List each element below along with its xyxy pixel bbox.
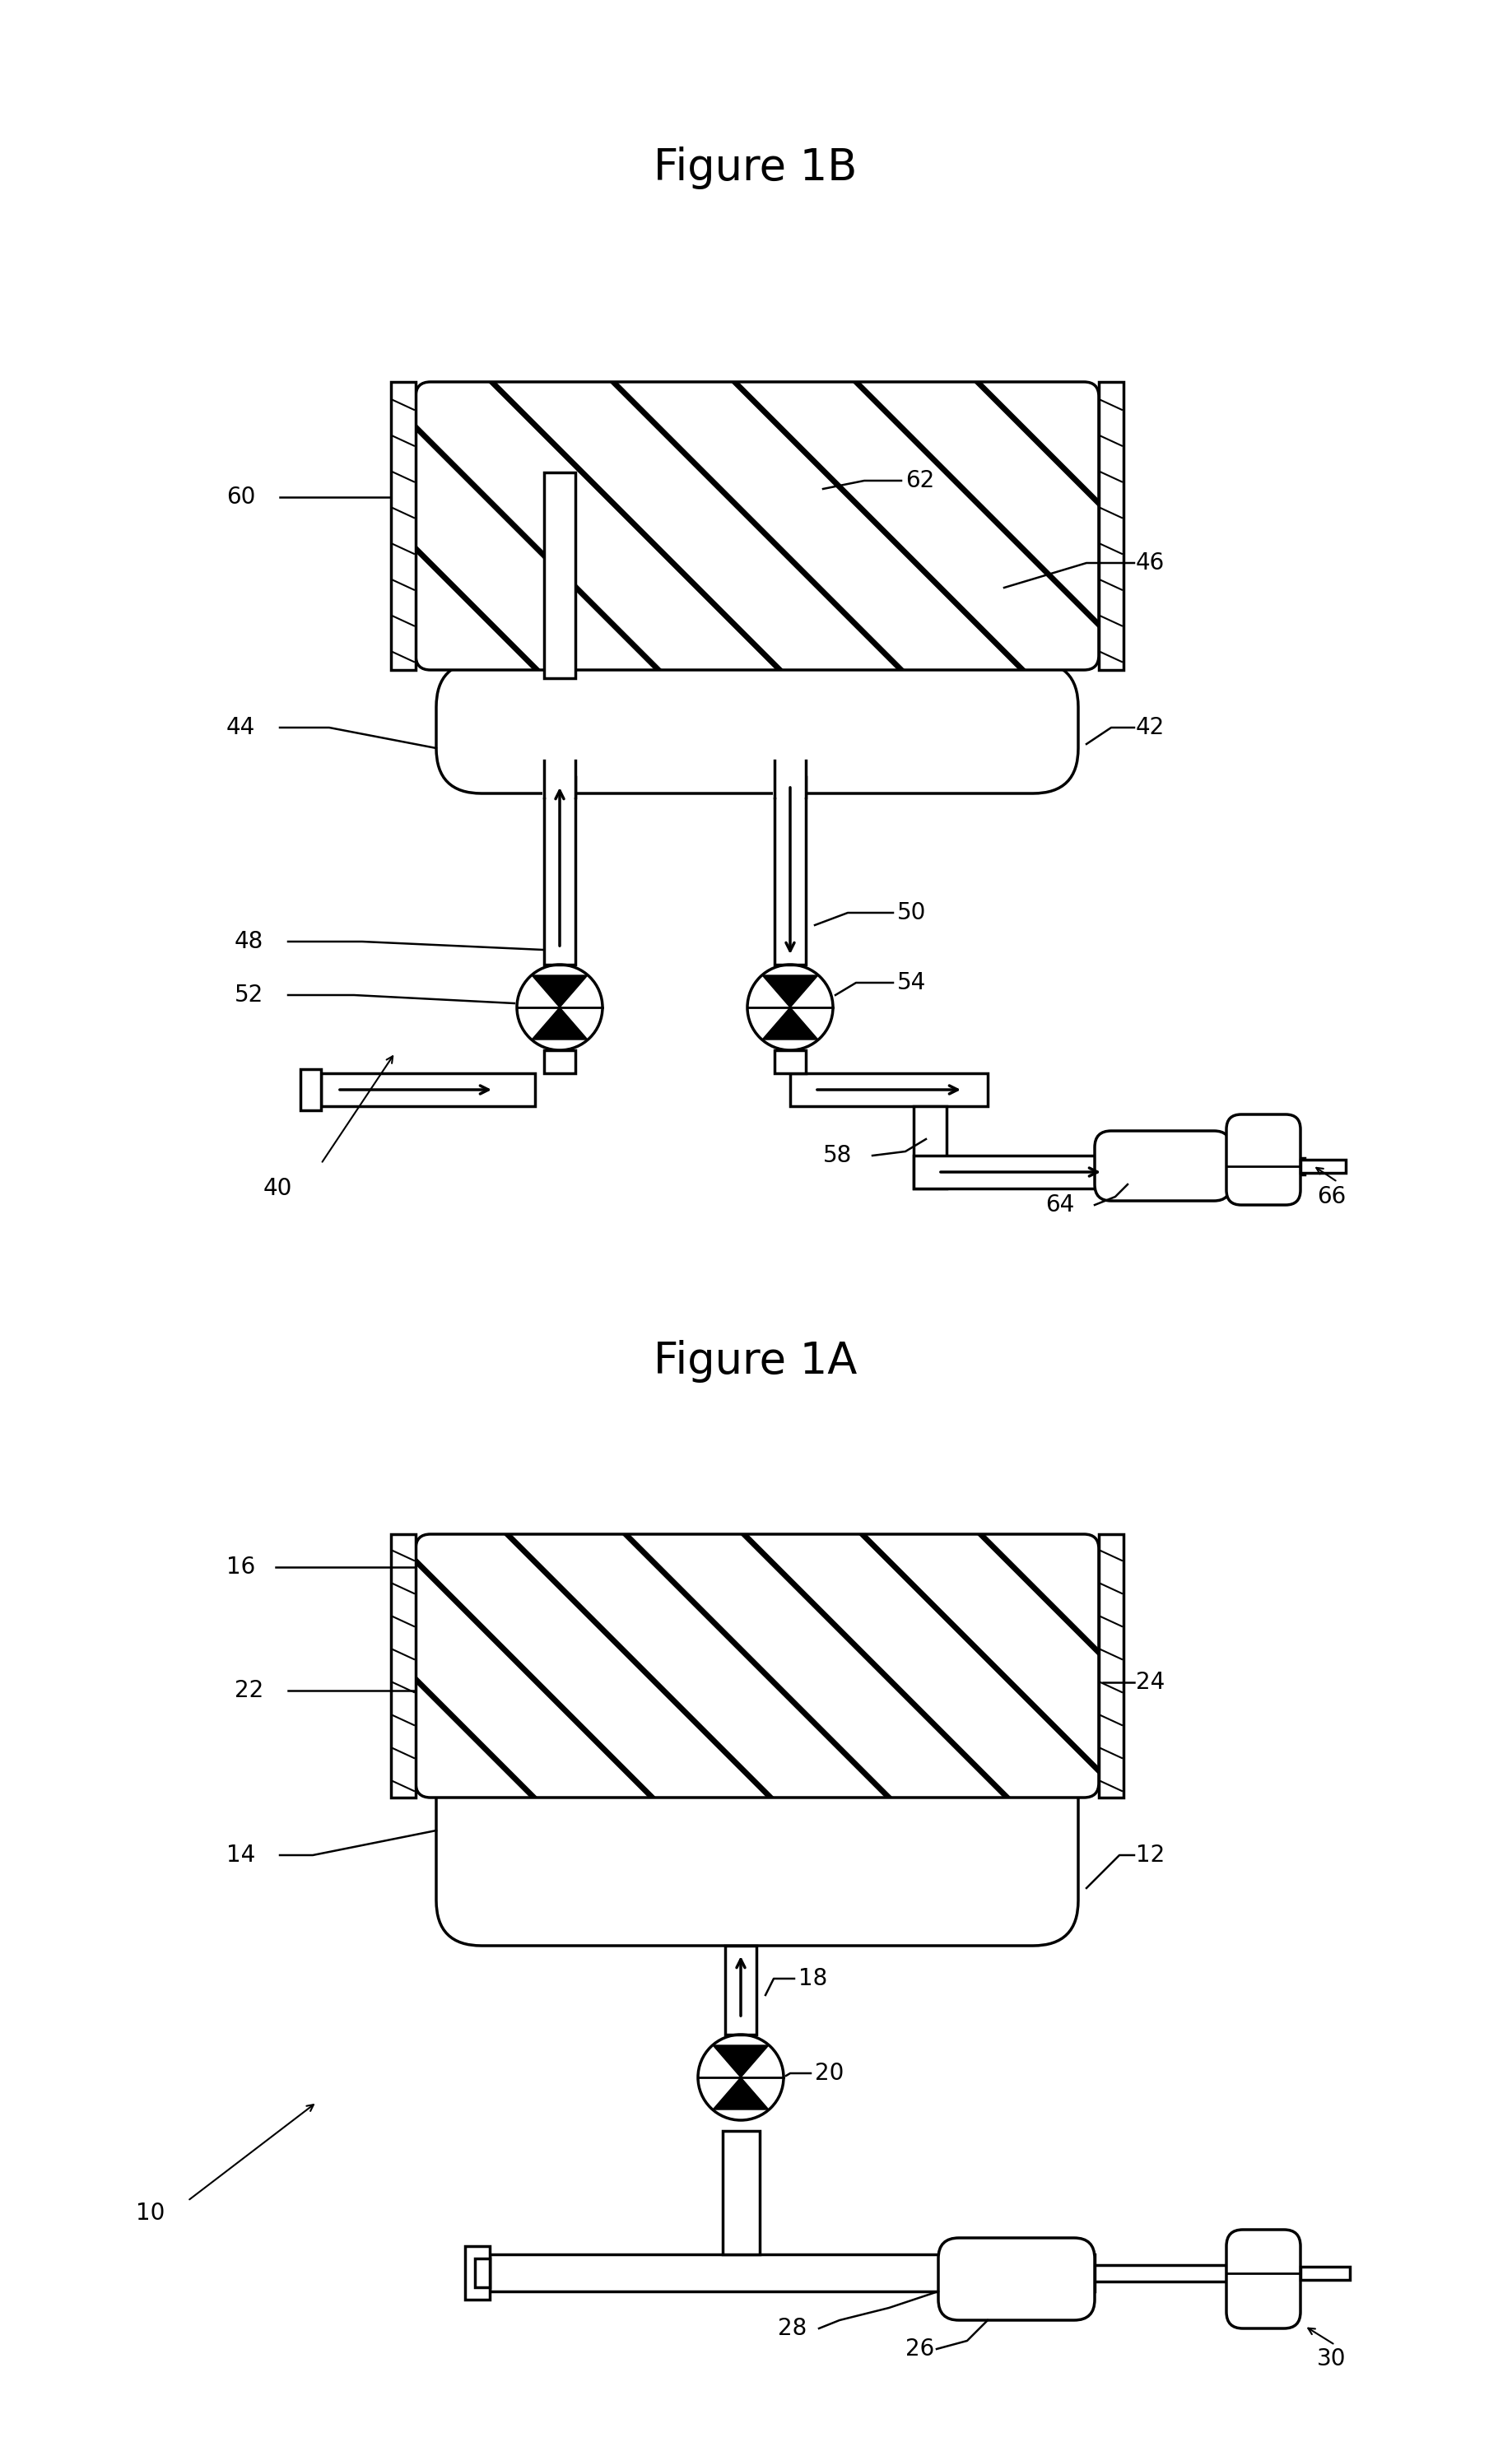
FancyBboxPatch shape: [1226, 1115, 1300, 1206]
FancyBboxPatch shape: [416, 381, 1099, 670]
Bar: [475, 2260, 490, 2287]
FancyBboxPatch shape: [437, 1550, 1078, 1945]
Bar: [913, 1105, 947, 1189]
Bar: [913, 1157, 1136, 1189]
Bar: [791, 1073, 987, 1105]
Polygon shape: [714, 2046, 768, 2078]
Bar: [544, 1051, 576, 1073]
Bar: [321, 1073, 535, 1105]
Bar: [544, 472, 576, 678]
Text: 40: 40: [263, 1176, 292, 1201]
Polygon shape: [714, 2078, 768, 2110]
Bar: [392, 1535, 416, 1798]
Text: 42: 42: [1136, 717, 1164, 739]
Text: 10: 10: [136, 2201, 165, 2225]
Bar: [1300, 1159, 1346, 1174]
Text: Figure 1A: Figure 1A: [653, 1341, 857, 1383]
Bar: [1231, 1159, 1305, 1174]
Polygon shape: [762, 1007, 818, 1039]
Text: 14: 14: [227, 1844, 256, 1867]
Text: 28: 28: [777, 2316, 807, 2341]
Bar: [1099, 381, 1123, 670]
Text: 12: 12: [1136, 1844, 1164, 1867]
Text: 26: 26: [906, 2338, 934, 2360]
Polygon shape: [762, 975, 818, 1007]
Text: 44: 44: [227, 717, 256, 739]
Text: 60: 60: [227, 486, 256, 508]
Text: 52: 52: [234, 982, 263, 1007]
Text: Figure 1B: Figure 1B: [653, 147, 857, 189]
FancyBboxPatch shape: [939, 2237, 1095, 2321]
Text: 48: 48: [234, 931, 263, 953]
Text: 16: 16: [227, 1555, 256, 1579]
Bar: [1300, 2267, 1350, 2279]
Text: 50: 50: [897, 901, 927, 923]
Bar: [466, 2247, 490, 2299]
Bar: [392, 381, 416, 670]
Bar: [774, 1051, 806, 1073]
Bar: [490, 2255, 1095, 2291]
Text: 64: 64: [1045, 1194, 1075, 1216]
Text: 24: 24: [1136, 1670, 1164, 1695]
Bar: [1099, 1535, 1123, 1798]
Bar: [301, 1068, 321, 1110]
Text: 58: 58: [823, 1144, 853, 1167]
Text: 54: 54: [897, 970, 927, 995]
FancyBboxPatch shape: [1226, 2230, 1300, 2328]
Bar: [723, 2132, 759, 2255]
Text: 66: 66: [1317, 1186, 1346, 1208]
FancyBboxPatch shape: [416, 1535, 1099, 1798]
Text: 20: 20: [815, 2061, 844, 2085]
Text: 18: 18: [798, 1967, 827, 1989]
Bar: [773, 764, 807, 798]
Bar: [1095, 2264, 1226, 2282]
Text: 62: 62: [906, 469, 934, 491]
FancyBboxPatch shape: [1095, 1130, 1231, 1201]
Bar: [726, 1945, 756, 2034]
Text: 22: 22: [234, 1680, 263, 1702]
Text: 46: 46: [1136, 553, 1164, 575]
Bar: [544, 776, 576, 965]
Polygon shape: [532, 1007, 588, 1039]
FancyBboxPatch shape: [437, 661, 1078, 793]
Bar: [543, 764, 578, 798]
Text: 30: 30: [1317, 2348, 1346, 2370]
Polygon shape: [532, 975, 588, 1007]
Bar: [774, 776, 806, 965]
